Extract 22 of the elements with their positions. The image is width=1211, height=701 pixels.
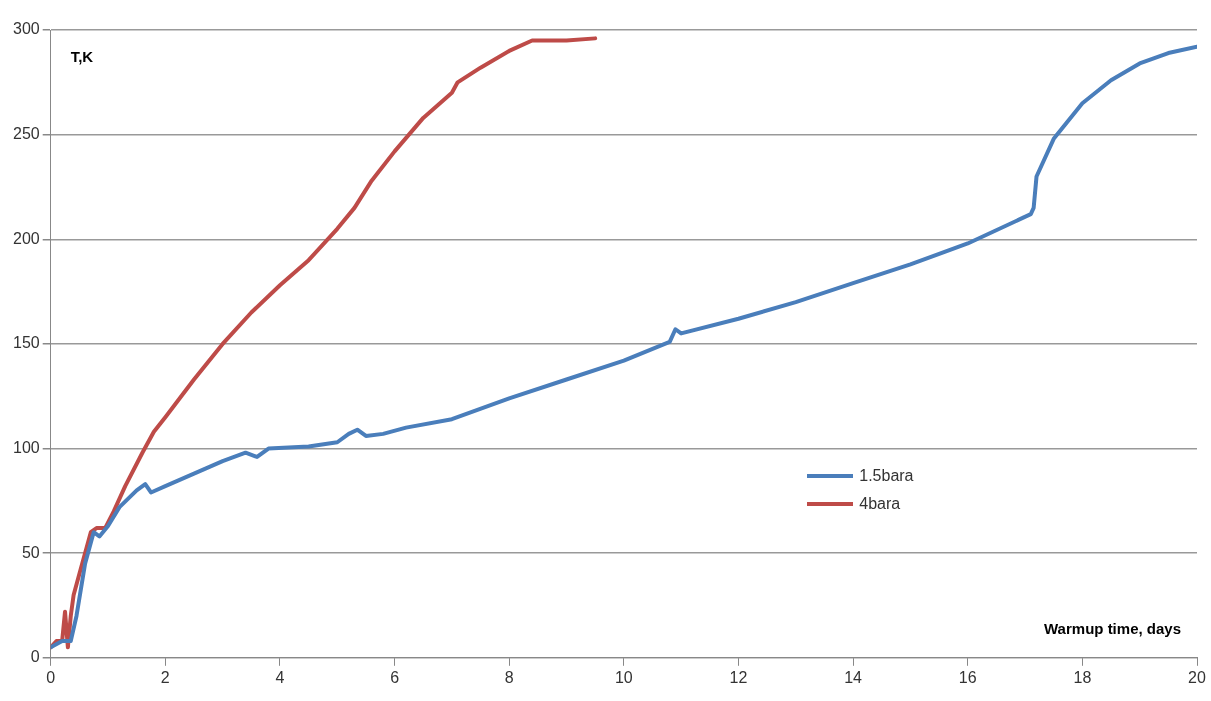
y-tick-label: 150 (12, 334, 40, 352)
x-tick-label: 20 (1188, 668, 1206, 686)
y-tick-label: 250 (12, 125, 40, 143)
x-tick-label: 8 (504, 668, 514, 686)
x-tick-label: 14 (844, 668, 863, 686)
x-tick-label: 6 (390, 668, 400, 686)
legend-label: 1.5bara (859, 466, 914, 485)
x-tick-label: 10 (614, 668, 633, 686)
y-tick-label: 300 (12, 20, 40, 38)
y-tick-label: 200 (12, 229, 40, 247)
y-tick-label: 100 (12, 438, 40, 456)
x-tick-label: 18 (1073, 668, 1092, 686)
x-tick-label: 16 (958, 668, 977, 686)
x-tick-label: 4 (275, 668, 285, 686)
x-tick-label: 2 (160, 668, 170, 686)
y-axis-title: T,K (70, 48, 94, 65)
y-tick-label: 50 (21, 543, 40, 561)
x-tick-label: 0 (46, 668, 56, 686)
x-tick-label: 12 (729, 668, 748, 686)
y-tick-label: 0 (30, 648, 40, 666)
x-axis-title: Warmup time, days (1044, 619, 1181, 637)
legend-label: 4bara (859, 494, 901, 513)
